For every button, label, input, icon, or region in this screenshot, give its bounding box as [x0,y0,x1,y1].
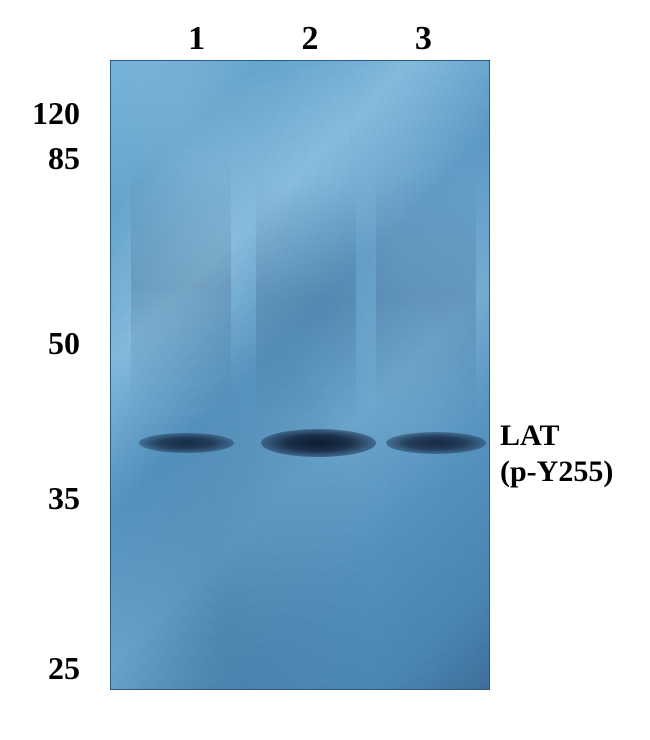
mw-marker: 35 [10,480,80,517]
mw-marker: 50 [10,325,80,362]
lane-label: 3 [373,20,473,58]
band-row [111,429,489,459]
lane-labels-row: 1 2 3 [140,20,480,58]
mw-marker: 120 [10,95,80,132]
band-lane-3 [386,432,486,454]
band-lane-2 [261,429,376,457]
lane-label: 2 [260,20,360,58]
band-lane-1 [139,433,234,453]
blot-membrane [110,60,490,690]
mw-marker: 85 [10,140,80,177]
lane-streak [131,161,231,411]
protein-phospho-site: (p-Y255) [500,454,613,490]
lane-streak [376,171,476,421]
lane-label: 1 [147,20,247,58]
protein-label: LAT (p-Y255) [500,418,613,490]
figure-container: 1 2 3 120 85 50 35 25 LAT (p-Y255) [0,0,650,740]
mw-marker: 25 [10,650,80,687]
protein-name: LAT [500,418,613,454]
lane-streak [256,181,356,421]
